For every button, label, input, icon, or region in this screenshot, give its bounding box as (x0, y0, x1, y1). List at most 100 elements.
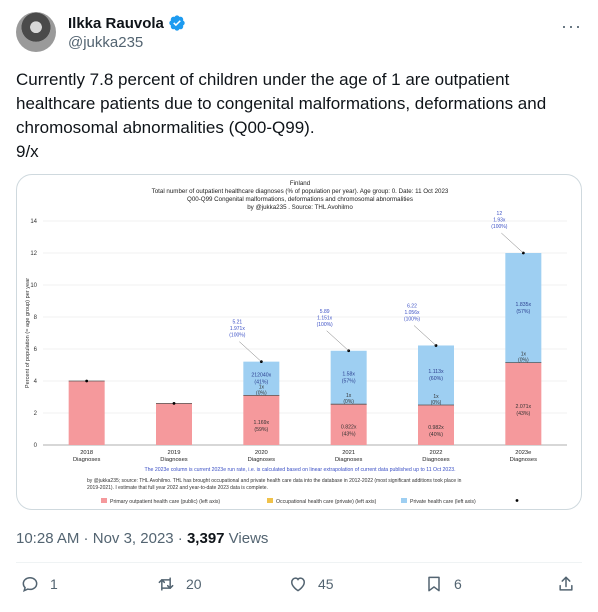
x-tick-sublabel: Diagnoses (422, 457, 449, 463)
tweet-line: 9/x (16, 142, 39, 161)
tweet-line: chromosomal abnormalities (Q00-Q99). (16, 118, 315, 137)
public-segment-label: 1.169x (254, 420, 270, 426)
chart-title-line: Q00-Q99 Congenital malformations, deform… (187, 196, 413, 203)
bar-public (330, 404, 367, 445)
total-annotation: 5.89 (320, 309, 330, 315)
share-button[interactable] (556, 574, 576, 594)
total-annotation: 5.21 (232, 320, 242, 326)
legend-entry: Private health care (left axis) (410, 499, 476, 505)
private-segment-label: 212040x (251, 373, 271, 379)
private-segment-label: 1.835x (516, 302, 532, 308)
tweet-line: healthcare patients due to congenital ma… (16, 94, 547, 113)
private-segment-label: (57%) (342, 378, 356, 384)
chart-note-blue: The 2023e column is current 2023e run ra… (144, 467, 455, 473)
public-segment-label: 2.071x (516, 404, 532, 410)
action-bar: 1 20 45 6 (16, 574, 582, 602)
author-handle[interactable]: @jukka235 (68, 34, 144, 51)
total-annotation: 1.93x (493, 218, 506, 224)
like-count: 45 (318, 576, 334, 592)
public-segment-label: (43%) (342, 432, 356, 438)
avatar[interactable] (16, 12, 56, 52)
more-options-icon[interactable]: ··· (561, 16, 582, 36)
occupational-segment-label: (0%) (256, 390, 267, 396)
repost-button[interactable]: 20 (156, 574, 202, 594)
x-tick-sublabel: Diagnoses (510, 457, 537, 463)
x-tick-label: 2020 (255, 450, 268, 456)
bar-public (505, 362, 542, 445)
tweet-text: Currently 7.8 percent of children under … (16, 68, 582, 164)
chart-title-line: Finland (290, 180, 311, 187)
occupational-segment-label: (0%) (431, 400, 442, 406)
author-name-row: Ilkka Rauvola (68, 14, 186, 32)
occupational-segment-label: 1x (259, 384, 265, 390)
bar-public (243, 395, 280, 445)
y-tick-label: 2 (34, 411, 38, 417)
y-tick-label: 10 (30, 283, 37, 289)
bookmark-button[interactable]: 6 (424, 574, 462, 594)
chart-image[interactable]: Finland Total number of outpatient health… (16, 174, 582, 510)
x-tick-sublabel: Diagnoses (335, 457, 362, 463)
bar-private (330, 350, 367, 405)
occupational-segment-label: (0%) (343, 399, 354, 405)
x-tick-sublabel: Diagnoses (160, 457, 187, 463)
total-annotation: (100%) (491, 224, 507, 230)
public-segment-label: 0.982x (428, 425, 444, 431)
y-tick-label: 8 (34, 315, 38, 321)
share-icon (559, 576, 573, 591)
legend-entry: Primary outpatient health care (public) … (110, 499, 220, 505)
annotation-leader (501, 232, 524, 254)
tweet-meta: 10:28 AM · Nov 3, 2023 · 3,397 Views (16, 530, 268, 547)
public-segment-label: (59%) (254, 427, 268, 433)
tweet-time[interactable]: 10:28 AM (16, 530, 80, 547)
meta-separator: · (173, 530, 187, 547)
annotation-leader (413, 325, 437, 346)
bar-public (156, 403, 192, 445)
public-segment-label: (40%) (429, 432, 443, 438)
views-count: 3,397 (186, 530, 225, 547)
private-segment-label: (41%) (254, 380, 268, 386)
y-tick-label: 6 (34, 347, 38, 353)
annotation-leader (326, 330, 349, 351)
x-tick-label: 2021 (342, 450, 355, 456)
total-marker (85, 379, 89, 383)
total-annotation: 1.056x (404, 310, 420, 316)
x-tick-label: 2019 (168, 450, 181, 456)
total-annotation: 6.22 (407, 303, 417, 309)
repost-icon (158, 577, 174, 591)
bar-public (68, 381, 105, 445)
bookmark-count: 6 (454, 576, 462, 592)
tweet-line: Currently 7.8 percent of children under … (16, 70, 510, 89)
tweet-header: Ilkka Rauvola @jukka235 ··· (16, 10, 582, 56)
legend-swatch (267, 498, 273, 503)
y-tick-label: 12 (30, 251, 37, 257)
y-axis-label: Percent of population (= age group) per … (25, 278, 31, 388)
tweet-date[interactable]: Nov 3, 2023 (92, 530, 174, 547)
bar-private (505, 253, 542, 363)
author-name[interactable]: Ilkka Rauvola (68, 14, 164, 32)
private-segment-label: 1.58x (342, 371, 355, 377)
x-tick-sublabel: Diagnoses (248, 457, 275, 463)
reply-button[interactable]: 1 (20, 574, 58, 594)
verified-badge-icon (169, 15, 185, 31)
bar-public (418, 405, 454, 445)
occupational-segment-label: 1x (521, 352, 527, 358)
chart-note-black: by @jukka235; source: THL Avohilmo. THL … (87, 478, 462, 484)
private-segment-label: (60%) (429, 376, 443, 382)
legend-total-marker (515, 499, 519, 502)
x-tick-label: 2022 (430, 450, 443, 456)
bar-private (243, 361, 280, 396)
y-tick-label: 4 (34, 379, 38, 385)
total-annotation: (100%) (317, 322, 333, 328)
total-annotation: (100%) (404, 316, 420, 322)
total-marker (172, 402, 176, 405)
meta-separator: · (79, 530, 93, 547)
total-annotation: 1.151x (317, 315, 333, 321)
x-tick-label: 2018 (80, 450, 93, 456)
bar-private (418, 345, 454, 405)
public-segment-label: 0.822x (341, 425, 357, 431)
heart-icon (290, 577, 306, 592)
chart-title-line: Total number of outpatient healthcare di… (152, 188, 449, 195)
bookmark-icon (428, 576, 440, 592)
like-button[interactable]: 45 (288, 574, 334, 594)
